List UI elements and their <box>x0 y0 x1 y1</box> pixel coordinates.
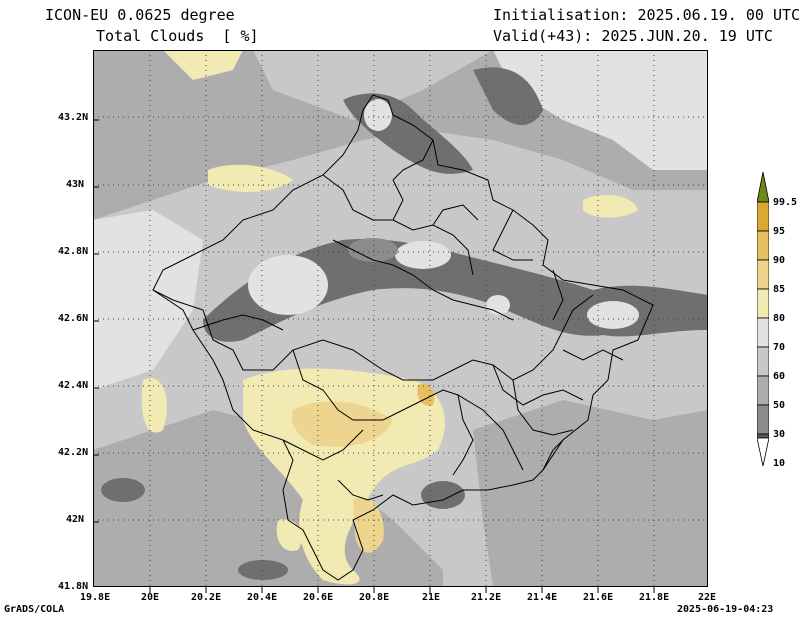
x-tick-label: 21.8E <box>639 592 670 603</box>
cloud-dark-east <box>473 67 543 125</box>
y-tick-label: 42N <box>66 514 85 525</box>
colorbar-label: 80 <box>773 313 786 324</box>
cloud-cover-map <box>93 50 708 587</box>
colorbar-segment-85 <box>757 259 769 290</box>
colorbar-bottom-arrow <box>757 437 769 466</box>
colorbar-label: 10 <box>773 458 786 469</box>
x-tick-label: 22E <box>698 592 717 603</box>
map-frame <box>93 50 708 587</box>
x-tick-label: 21E <box>422 592 441 603</box>
y-tick-label: 43N <box>66 179 85 190</box>
colorbar-label: 70 <box>773 342 786 353</box>
cloud-hole-1 <box>248 255 328 315</box>
x-tick-label: 21.2E <box>471 592 502 603</box>
country-borders <box>152 94 654 581</box>
x-tick-label: 19.8E <box>80 592 111 603</box>
colorbar-segment-30 <box>757 404 769 435</box>
x-tick-label: 21.4E <box>527 592 558 603</box>
x-tick-label: 20E <box>141 592 160 603</box>
colorbar-segment-50 <box>757 375 769 406</box>
x-tick-label: 20.4E <box>247 592 278 603</box>
cloud-hole-2 <box>395 241 451 269</box>
field-title: Total Clouds [ %] <box>96 27 259 45</box>
colorbar-top-arrow <box>757 172 769 203</box>
valid-time: Valid(+43): 2025.JUN.20. 19 UTC <box>493 27 773 45</box>
colorbar-label: 60 <box>773 371 786 382</box>
footer-credit: GrADS/COLA <box>4 604 65 615</box>
colorbar-segment-60 <box>757 346 769 377</box>
cloud-hole-4 <box>587 301 639 329</box>
colorbar-segment-80 <box>757 288 769 319</box>
cloud-orange-1 <box>291 401 393 447</box>
footer-timestamp: 2025-06-19-04:23 <box>677 604 774 615</box>
y-tick-label: 42.6N <box>58 313 89 324</box>
colorbar-segment-70 <box>757 317 769 348</box>
colorbar-segment-90 <box>757 230 769 261</box>
colorbar-label: 50 <box>773 400 786 411</box>
y-tick-label: 42.4N <box>58 380 89 391</box>
cloud-yellow-nw <box>163 50 243 80</box>
colorbar-label: 95 <box>773 226 786 237</box>
x-tick-label: 20.6E <box>303 592 334 603</box>
x-tick-label: 20.2E <box>191 592 222 603</box>
cloud-dark-spot-3 <box>238 560 288 580</box>
cloud-region-se <box>473 400 708 587</box>
cloud-dark-spot-4 <box>348 238 398 262</box>
x-tick-label: 21.6E <box>583 592 614 603</box>
colorbar-label: 85 <box>773 284 786 295</box>
colorbar-label: 90 <box>773 255 786 266</box>
cloud-yellow-sw <box>276 519 302 551</box>
colorbar-label: 99.5 <box>773 197 798 208</box>
cloud-yellow-n <box>208 164 293 192</box>
y-tick-label: 43.2N <box>58 112 89 123</box>
axis-ticks <box>93 119 655 593</box>
colorbar-segment-10 <box>757 433 769 439</box>
y-tick-label: 42.2N <box>58 447 89 458</box>
cloud-dark-spot-1 <box>101 478 145 502</box>
cloud-yellow-ne <box>583 194 638 218</box>
y-tick-label: 41.8N <box>58 581 89 592</box>
cloud-hole-5 <box>364 99 392 131</box>
colorbar <box>757 172 769 466</box>
cloud-region-south <box>93 410 443 587</box>
cloud-yellow-w <box>141 378 167 433</box>
y-tick-label: 42.8N <box>58 246 89 257</box>
cloud-orange-2 <box>353 497 384 553</box>
colorbar-segment-95 <box>757 201 769 232</box>
cloud-region-west <box>93 210 203 390</box>
cloud-dark-band <box>203 239 708 342</box>
init-time: Initialisation: 2025.06.19. 00 UTC <box>493 6 800 24</box>
model-title: ICON-EU 0.0625 degree <box>45 6 235 24</box>
x-tick-label: 20.8E <box>359 592 390 603</box>
colorbar-label: 30 <box>773 429 786 440</box>
